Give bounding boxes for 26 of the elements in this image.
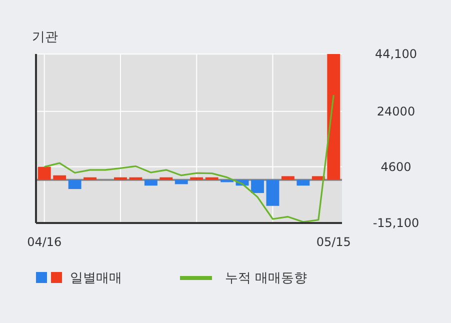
bar: [296, 180, 310, 186]
y-tick-label: -15,100: [372, 216, 420, 230]
bar: [38, 166, 51, 180]
line-series: [44, 94, 334, 223]
y-tick-label: 4600: [380, 160, 412, 174]
x-tick-label: 04/16: [27, 235, 62, 249]
bar: [53, 175, 66, 180]
legend-label: 일별매매: [70, 271, 122, 286]
bar: [174, 180, 188, 184]
bar: [281, 176, 294, 180]
y-tick-label: 24000: [376, 104, 416, 119]
x-tick-label: 05/15: [316, 235, 351, 249]
legend-label: 누적 매매동향: [225, 271, 308, 286]
bar: [129, 177, 142, 180]
bar: [327, 54, 340, 180]
bar: [266, 180, 280, 206]
y-tick-label: 44,100: [375, 47, 417, 62]
bar: [190, 177, 204, 180]
chart-title: 기관: [32, 30, 58, 45]
bar: [160, 177, 173, 180]
bar: [144, 180, 158, 186]
bar: [84, 177, 97, 180]
bar: [205, 177, 218, 180]
bar: [251, 180, 264, 194]
bar: [68, 180, 82, 190]
bar: [114, 177, 127, 180]
